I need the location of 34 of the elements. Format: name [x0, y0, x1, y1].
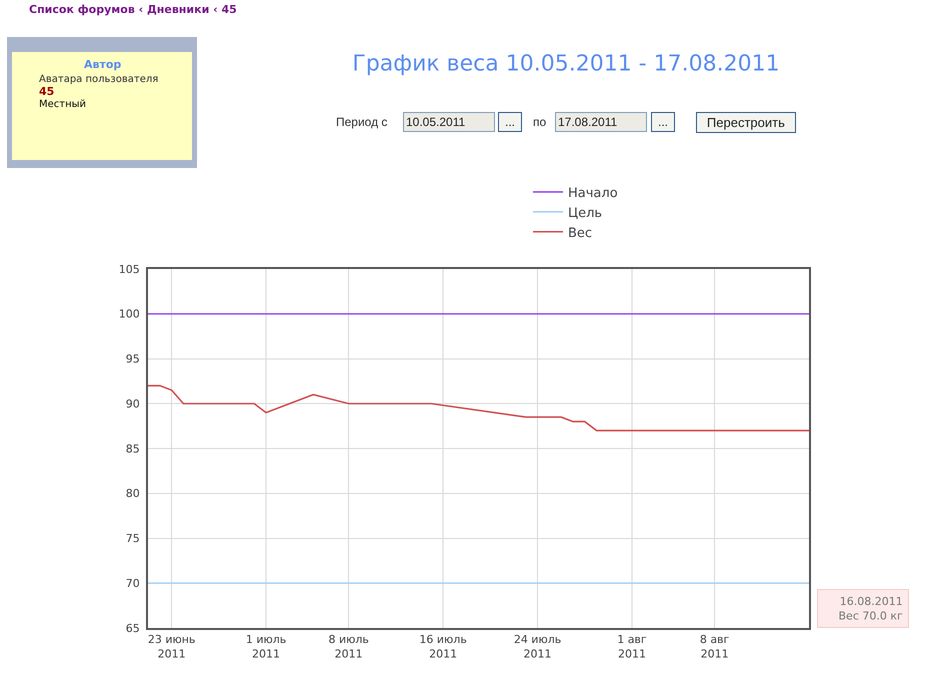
- legend-label: Цель: [568, 206, 602, 221]
- x-tick-label: 8 авг 2011: [700, 633, 730, 660]
- y-tick-label: 70: [126, 576, 140, 590]
- x-tick-label: 24 июль 2011: [514, 633, 562, 660]
- text: по: [533, 115, 546, 129]
- y-tick-label: 90: [126, 397, 140, 410]
- annotation: 16.08.2011 Вес 70.0 кг: [838, 595, 903, 622]
- y-tick-label: 75: [126, 532, 140, 546]
- text: 45: [39, 85, 54, 98]
- text: ...: [504, 115, 516, 129]
- y-tick-label: 95: [126, 352, 140, 366]
- text: 17.08.2011: [558, 115, 618, 129]
- text: Период с: [336, 115, 388, 129]
- x-tick-label: 16 июль 2011: [419, 633, 467, 660]
- x-tick-label: 1 авг 2011: [617, 633, 647, 660]
- text: Автор: [84, 58, 122, 71]
- text: Аватара пользователя: [39, 74, 158, 85]
- line-series: [148, 384, 809, 432]
- y-tick-label: 65: [126, 622, 140, 635]
- y-tick-label: 100: [118, 308, 140, 321]
- text: Список форумов ‹ Дневники ‹ 45: [29, 3, 237, 16]
- y-tick-label: 80: [126, 487, 140, 500]
- x-tick-label: 1 июль 2011: [246, 633, 286, 660]
- text: Местный: [39, 99, 86, 110]
- text: 10.05.2011: [406, 115, 466, 129]
- y-tick-label: 105: [118, 262, 140, 276]
- text: ...: [658, 115, 668, 129]
- x-tick-label: 8 июль 2011: [328, 633, 369, 660]
- legend-label: Вес: [568, 226, 592, 241]
- legend-label: Начало: [568, 186, 618, 202]
- text: Перестроить: [706, 115, 786, 130]
- x-tick-label: 23 июнь 2011: [148, 633, 196, 660]
- y-tick-label: 85: [126, 442, 140, 456]
- chart-title: График веса 10.05.2011 - 17.08.2011: [352, 52, 780, 77]
